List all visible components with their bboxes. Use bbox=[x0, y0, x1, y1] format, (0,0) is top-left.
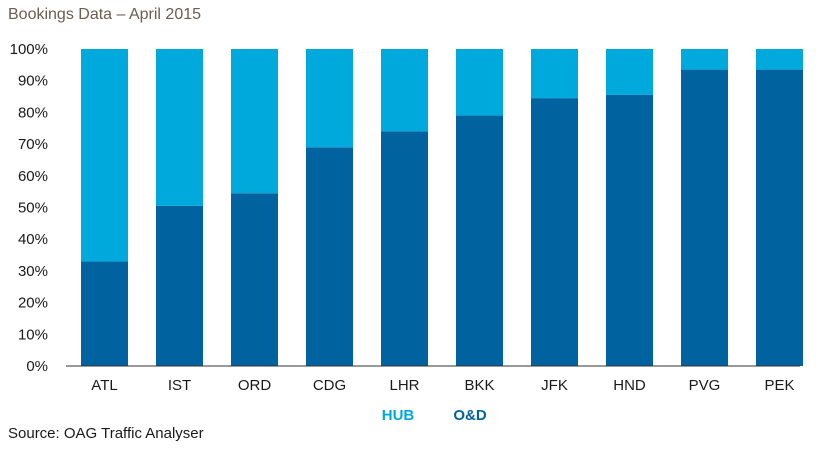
y-tick-label: 50% bbox=[18, 200, 48, 217]
x-axis-ticks: ATL IST ORD CDG LHR BKK JFK HND PVG PEK bbox=[91, 377, 794, 394]
bar-segment-hub-ord bbox=[231, 49, 278, 194]
y-tick-label: 30% bbox=[18, 263, 48, 280]
bar-segment-hub-pvg bbox=[681, 49, 728, 70]
x-tick-label: IST bbox=[168, 377, 191, 394]
legend: HUB O&D bbox=[382, 407, 487, 424]
y-tick-label: 0% bbox=[26, 358, 48, 375]
y-tick-label: 20% bbox=[18, 295, 48, 312]
bar-segment-od-bkk bbox=[456, 115, 503, 366]
y-tick-label: 10% bbox=[18, 326, 48, 343]
y-tick-label: 80% bbox=[18, 104, 48, 121]
source-note: Source: OAG Traffic Analyser bbox=[8, 425, 204, 442]
x-tick-label: JFK bbox=[541, 377, 568, 394]
x-tick-label: BKK bbox=[464, 377, 494, 394]
chart-title: Bookings Data – April 2015 bbox=[8, 6, 202, 23]
y-tick-label: 40% bbox=[18, 231, 48, 248]
x-tick-label: ATL bbox=[91, 377, 117, 394]
x-tick-label: ORD bbox=[238, 377, 272, 394]
bar-segment-hub-jfk bbox=[531, 49, 578, 99]
y-tick-label: 100% bbox=[10, 41, 48, 58]
y-axis-ticks: 0% 10% 20% 30% 40% 50% 60% 70% 80% 90% 100% bbox=[10, 41, 48, 375]
bar-segment-od-atl bbox=[81, 261, 128, 366]
y-tick-label: 60% bbox=[18, 168, 48, 185]
x-tick-label: HND bbox=[613, 377, 646, 394]
bar-segment-od-pvg bbox=[681, 69, 728, 366]
bar-segment-hub-pek bbox=[756, 49, 803, 70]
bars-group bbox=[81, 49, 803, 366]
bar-segment-od-cdg bbox=[306, 147, 353, 366]
bar-segment-od-jfk bbox=[531, 98, 578, 366]
bar-segment-od-ord bbox=[231, 193, 278, 366]
x-tick-label: PVG bbox=[689, 377, 721, 394]
bar-segment-hub-ist bbox=[156, 49, 203, 206]
x-tick-label: CDG bbox=[313, 377, 346, 394]
x-tick-label: PEK bbox=[764, 377, 794, 394]
bar-segment-hub-bkk bbox=[456, 49, 503, 116]
legend-entry-hub: HUB bbox=[382, 407, 415, 424]
bar-segment-hub-atl bbox=[81, 49, 128, 262]
bar-segment-hub-hnd bbox=[606, 49, 653, 95]
x-tick-label: LHR bbox=[389, 377, 419, 394]
y-tick-label: 70% bbox=[18, 136, 48, 153]
bar-segment-hub-lhr bbox=[381, 49, 428, 132]
y-tick-label: 90% bbox=[18, 73, 48, 90]
bar-segment-od-hnd bbox=[606, 94, 653, 366]
bar-segment-od-ist bbox=[156, 205, 203, 366]
bar-segment-hub-cdg bbox=[306, 49, 353, 148]
bar-segment-od-lhr bbox=[381, 131, 428, 366]
bar-segment-od-pek bbox=[756, 69, 803, 366]
legend-entry-od: O&D bbox=[453, 407, 487, 424]
